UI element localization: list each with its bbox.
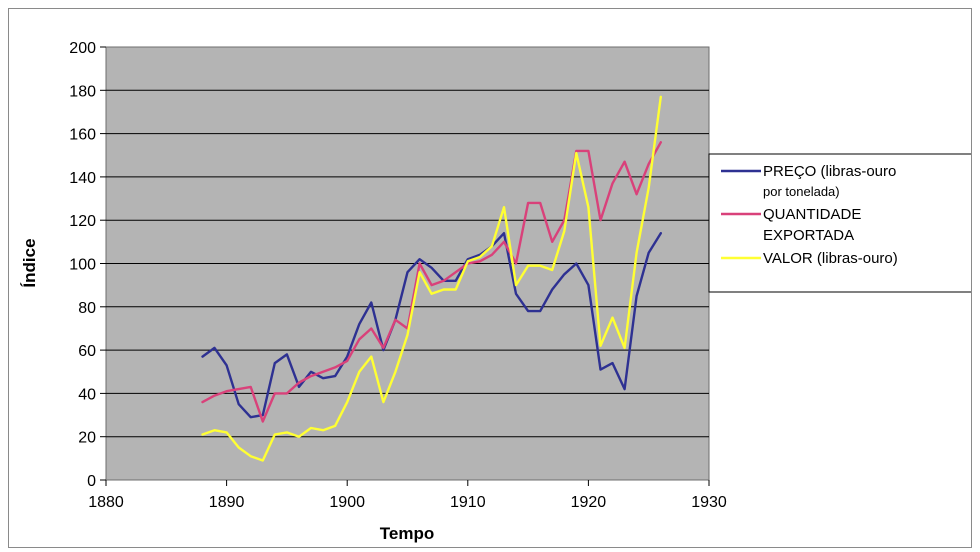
legend: PREÇO (libras-ouro por tonelada) QUANTIDAD… [708,153,971,293]
y-tick-label: 80 [78,300,96,317]
y-tick-label: 180 [69,83,96,100]
legend-box [708,153,971,293]
y-tick-label: 40 [78,386,96,403]
y-tick-label: 140 [69,170,96,187]
legend-label: EXPORTADA [763,227,854,244]
line-chart: 0 20 40 60 80 100 120 140 160 180 200 1880 1890 1900… [20,40,971,543]
x-tick-label: 1910 [450,494,486,511]
gridlines [106,89,709,438]
y-tick-label: 0 [87,473,96,490]
x-axis-ticks: 1880 1890 1900 1910 1920 1930 [88,480,727,511]
x-axis-title: Tempo [380,524,434,543]
y-tick-label: 60 [78,343,96,360]
series-line-2 [201,141,662,423]
legend-label: PREÇO (libras-ouro [763,163,896,180]
x-tick-label: 1930 [691,494,727,511]
legend-label: QUANTIDADE [763,206,861,223]
chart-frame: 0 20 40 60 80 100 120 140 160 180 200 1880 1890 1900… [8,8,972,548]
x-tick-label: 1880 [88,494,124,511]
y-tick-label: 160 [69,127,96,144]
legend-label: por tonelada) [763,184,840,199]
y-tick-label: 20 [78,430,96,447]
y-axis-title: Índice [20,238,39,287]
x-tick-label: 1890 [209,494,245,511]
series-line-1 [201,231,662,419]
x-tick-label: 1900 [329,494,365,511]
legend-label: VALOR (libras-ouro) [763,250,898,267]
series-lines [201,95,662,462]
series-line-3 [201,95,662,462]
y-tick-label: 200 [69,40,96,57]
x-tick-label: 1920 [571,494,607,511]
y-tick-label: 120 [69,213,96,230]
y-axis-ticks: 0 20 40 60 80 100 120 140 160 180 200 [69,40,106,490]
y-tick-label: 100 [69,257,96,274]
